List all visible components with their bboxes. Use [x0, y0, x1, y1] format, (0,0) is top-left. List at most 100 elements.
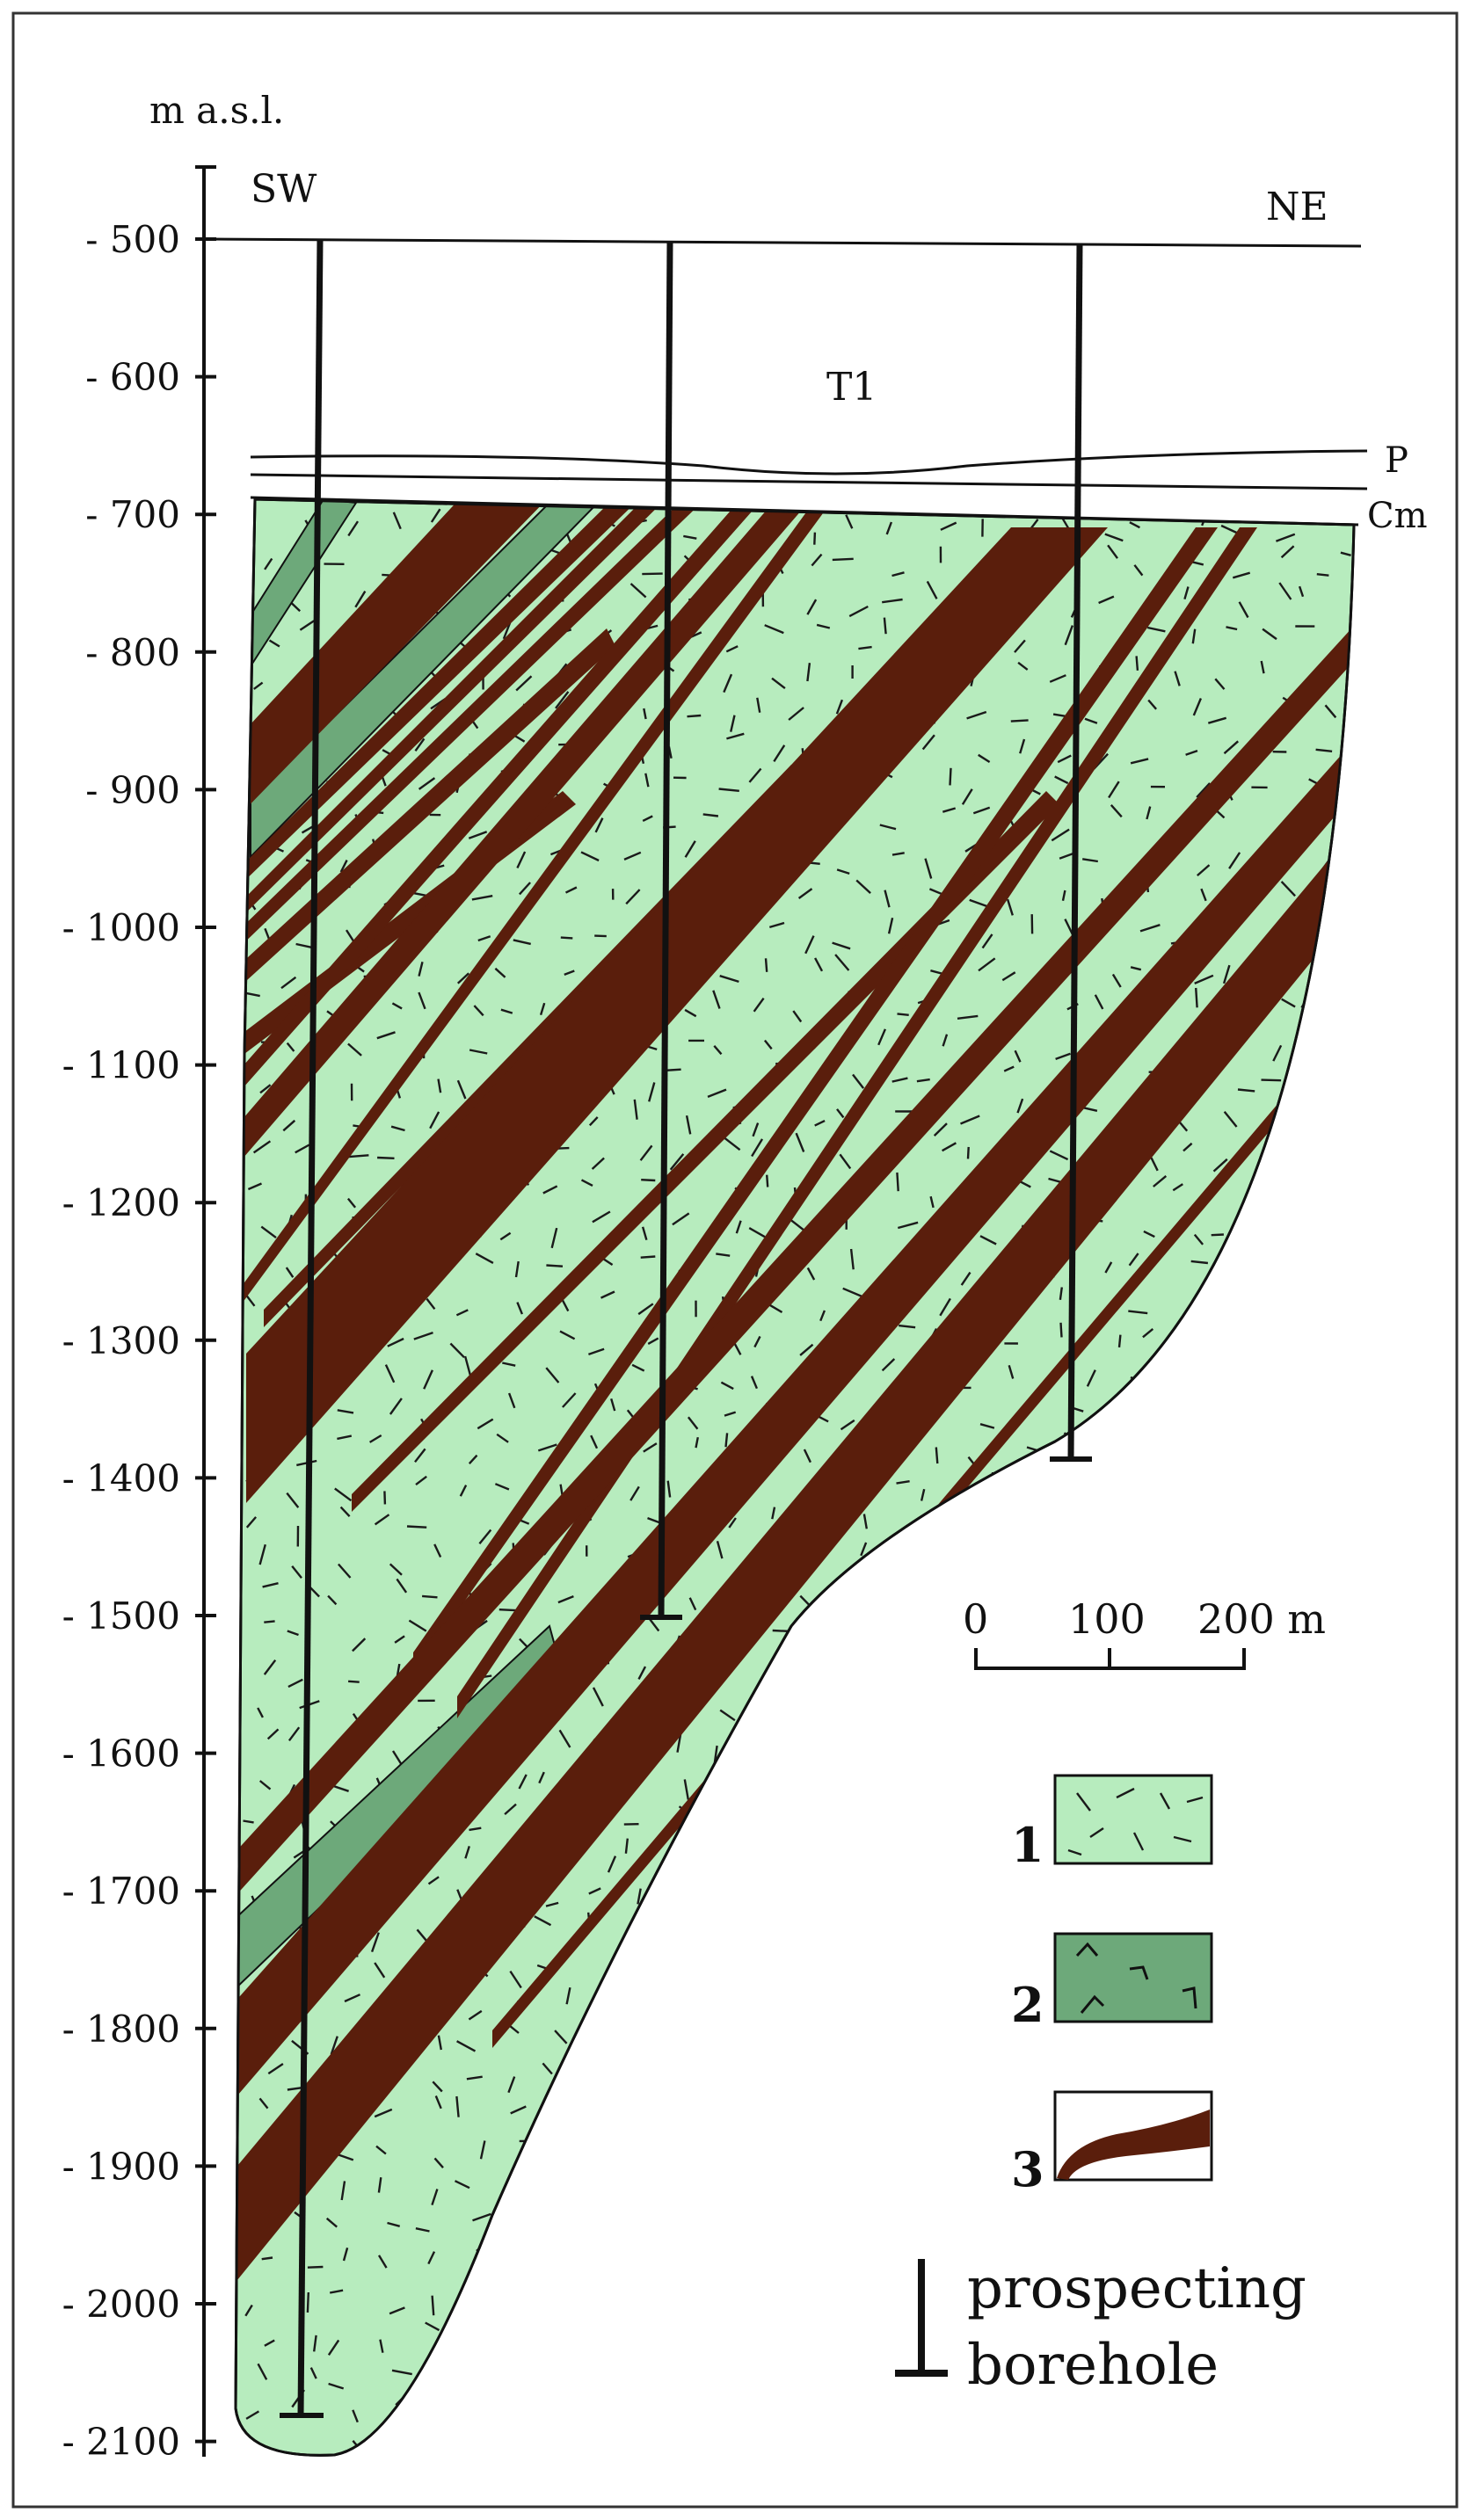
rock-texture-dash [816, 2363, 826, 2381]
rock-texture-dash [1355, 679, 1361, 689]
rock-texture-dash [253, 681, 264, 690]
rock-texture-dash [507, 2197, 523, 2205]
rock-texture-dash [1171, 2211, 1181, 2223]
rock-texture-dash [433, 1543, 442, 1558]
rock-texture-dash [1017, 661, 1029, 671]
rock-texture-dash [754, 2364, 767, 2376]
rock-texture-dash [1186, 1739, 1200, 1746]
rock-texture-dash [819, 1310, 826, 1322]
rock-texture-dash [835, 1733, 852, 1740]
axis-tick-label: - 1500 [62, 1594, 180, 1638]
rock-texture-dash [1263, 1737, 1282, 1742]
rock-texture-dash [1187, 2080, 1196, 2091]
rock-texture-dash [1092, 2233, 1105, 2244]
rock-texture-dash [1264, 2115, 1268, 2135]
rock-texture-dash [1049, 1150, 1069, 1161]
rock-texture-dash [291, 1565, 302, 1579]
rock-texture-dash [920, 2158, 932, 2168]
rock-texture-dash [1355, 2063, 1373, 2066]
rock-texture-dash [513, 2357, 520, 2378]
rock-texture-dash [1064, 625, 1074, 646]
rock-texture-dash [337, 1409, 354, 1414]
rock-texture-dash [591, 1157, 605, 1170]
rock-texture-dash [629, 2156, 641, 2166]
rock-texture-dash [1191, 1525, 1204, 1542]
axis-tick-label: - 800 [85, 631, 180, 674]
rock-texture-dash [1320, 2333, 1328, 2349]
rock-texture-dash [1026, 1959, 1043, 1969]
rock-texture-dash [1057, 754, 1072, 764]
rock-texture-dash [1269, 1218, 1278, 1230]
rock-texture-dash [1130, 966, 1142, 971]
rock-texture-dash [456, 972, 470, 984]
rock-texture-dash [1001, 1467, 1012, 1485]
rock-texture-dash [1364, 1086, 1380, 1093]
rock-texture-dash [884, 2297, 905, 2306]
rock-texture-dash [259, 1084, 272, 1094]
axis-tick-label: - 1700 [62, 1870, 180, 1913]
rock-texture-dash [1281, 998, 1296, 1008]
rock-texture-dash [376, 1031, 396, 1040]
rock-texture-dash [260, 1225, 277, 1239]
rock-texture-dash [1353, 1694, 1354, 1703]
rock-texture-dash [1363, 735, 1380, 737]
rock-texture-dash [771, 677, 786, 690]
rock-texture-dash [280, 976, 297, 990]
rock-texture-dash [374, 2108, 393, 2118]
rock-texture-dash [1278, 582, 1292, 600]
rock-texture-dash [561, 2143, 572, 2160]
rock-texture-dash [1048, 2027, 1066, 2037]
rock-texture-dash [455, 1309, 469, 1317]
rock-texture-dash [542, 1185, 558, 1195]
coal-seam [236, 606, 1354, 1899]
rock-texture-dash [719, 1709, 736, 1722]
axis-unit-label: m a.s.l. [149, 89, 284, 132]
rock-texture-dash [1061, 890, 1066, 902]
rock-texture-dash [1280, 545, 1295, 559]
rock-texture-dash [967, 1514, 982, 1533]
rock-texture-dash [1300, 2249, 1317, 2256]
rock-texture-dash [815, 2139, 819, 2161]
rock-texture-dash [840, 1419, 855, 1431]
rock-texture-dash [851, 1812, 864, 1819]
rock-texture-dash [1299, 2046, 1307, 2059]
rock-texture-dash [534, 1915, 552, 1927]
rock-texture-dash [561, 1299, 570, 1312]
axis-tick-label: - 1400 [62, 1456, 180, 1500]
rock-texture-dash [753, 2415, 767, 2422]
rock-texture-dash [944, 2220, 955, 2235]
rock-texture-dash [640, 1255, 656, 1259]
rock-texture-dash [1001, 1627, 1012, 1638]
rock-texture-dash [709, 2450, 719, 2456]
rock-texture-dash [554, 2030, 568, 2044]
rock-texture-dash [307, 2265, 324, 2269]
rock-texture-dash [565, 1986, 571, 2005]
rock-texture-dash [676, 1733, 682, 1753]
rock-texture-dash [549, 2245, 561, 2256]
rock-texture-dash [427, 1876, 440, 1885]
rock-texture-dash [968, 1884, 986, 1890]
rock-texture-dash [1050, 2217, 1060, 2228]
rock-texture-dash [1191, 628, 1197, 644]
rock-texture-dash [897, 1221, 919, 1230]
rock-texture-dash [347, 1042, 362, 1057]
rock-texture-dash [498, 1609, 516, 1612]
rock-texture-dash [887, 917, 894, 934]
rock-texture-dash [415, 1475, 427, 1486]
rock-texture-dash [728, 1959, 745, 1970]
rock-texture-dash [1314, 2105, 1320, 2123]
rock-texture-dash [767, 2227, 776, 2248]
rock-texture-dash [921, 2073, 941, 2077]
rock-texture-dash [764, 1672, 776, 1687]
rock-texture-dash [941, 2321, 952, 2337]
rock-texture-dash [1324, 1490, 1335, 1508]
rock-texture-dash [672, 1212, 690, 1226]
rock-texture-dash [1215, 2146, 1223, 2159]
rock-texture-dash [723, 2294, 742, 2306]
rock-texture-dash [930, 2374, 944, 2389]
rock-texture-dash [1195, 987, 1198, 1008]
unit-label-p: P [1385, 440, 1408, 481]
rock-texture-dash [384, 1364, 396, 1383]
rock-texture-dash [637, 2226, 651, 2233]
